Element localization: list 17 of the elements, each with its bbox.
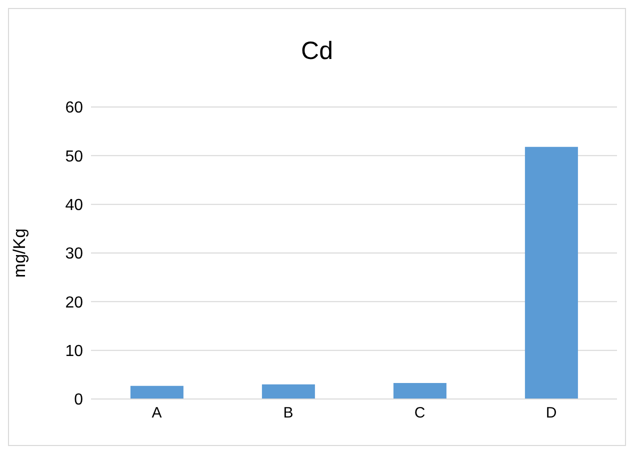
y-tick-label: 30: [65, 246, 84, 263]
y-axis-title: mg/Kg: [10, 228, 30, 278]
x-tick-label: B: [283, 404, 294, 422]
y-tick-label: 50: [65, 148, 84, 166]
bar: [262, 384, 315, 399]
x-tick-label: C: [414, 404, 426, 422]
y-tick-label: 10: [65, 343, 84, 360]
x-tick-label: D: [546, 404, 557, 422]
y-tick-label: 0: [74, 392, 84, 409]
bar: [393, 382, 446, 399]
y-tick-label: 20: [65, 294, 84, 312]
y-tick-label: 40: [65, 197, 84, 214]
bar: [524, 146, 578, 399]
bar: [130, 386, 184, 399]
x-tick-label: A: [152, 404, 162, 422]
chart-title: Cd: [300, 37, 334, 66]
y-tick-label: 60: [65, 100, 84, 117]
